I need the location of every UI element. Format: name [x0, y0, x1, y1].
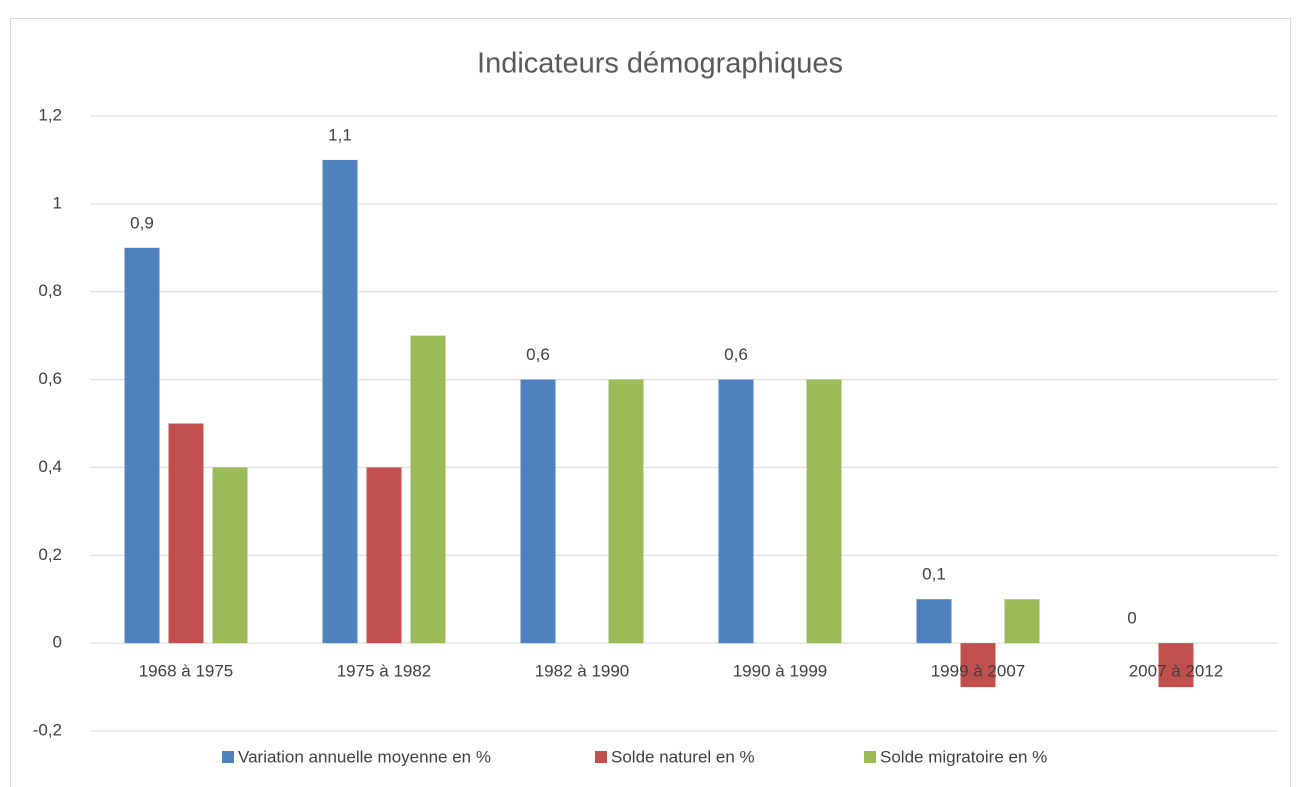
bar — [124, 247, 160, 644]
chart-frame — [10, 18, 1291, 787]
x-tick-label: 1982 à 1990 — [535, 662, 630, 681]
y-tick-label: 1 — [53, 193, 62, 212]
data-label: 0,9 — [130, 213, 154, 232]
bar — [806, 379, 842, 644]
data-label: 0,6 — [724, 345, 748, 364]
x-tick-label: 1999 à 2007 — [931, 662, 1026, 681]
y-tick-label: 0,6 — [38, 369, 62, 388]
y-tick-label: -0,2 — [33, 720, 62, 739]
legend-swatch — [222, 751, 234, 763]
bar — [608, 379, 644, 644]
bar — [718, 379, 754, 644]
bar — [916, 599, 952, 644]
data-label: 0,1 — [922, 565, 946, 584]
bar — [1158, 643, 1194, 688]
y-tick-label: 0,4 — [38, 457, 62, 476]
bar — [520, 379, 556, 644]
bar — [366, 467, 402, 644]
bar — [1004, 599, 1040, 644]
legend-label: Solde naturel en % — [611, 747, 755, 766]
bar — [212, 467, 248, 644]
data-label: 0,6 — [526, 345, 550, 364]
data-label: 0 — [1127, 609, 1136, 628]
legend-swatch — [595, 751, 607, 763]
data-label: 1,1 — [328, 125, 352, 144]
bar — [322, 159, 358, 644]
legend-label: Variation annuelle moyenne en % — [238, 747, 491, 766]
legend-label: Solde migratoire en % — [880, 747, 1047, 766]
bar — [410, 335, 446, 644]
x-tick-label: 1968 à 1975 — [139, 662, 234, 681]
bar — [960, 643, 996, 688]
y-tick-label: 1,2 — [38, 105, 62, 124]
y-tick-label: 0,2 — [38, 545, 62, 564]
x-tick-label: 1975 à 1982 — [337, 662, 432, 681]
legend-swatch — [864, 751, 876, 763]
y-tick-label: 0 — [53, 633, 62, 652]
bar — [168, 423, 204, 644]
y-tick-label: 0,8 — [38, 281, 62, 300]
chart-title: Indicateurs démographiques — [477, 48, 843, 80]
x-tick-label: 1990 à 1999 — [733, 662, 828, 681]
x-tick-label: 2007 à 2012 — [1129, 662, 1224, 681]
